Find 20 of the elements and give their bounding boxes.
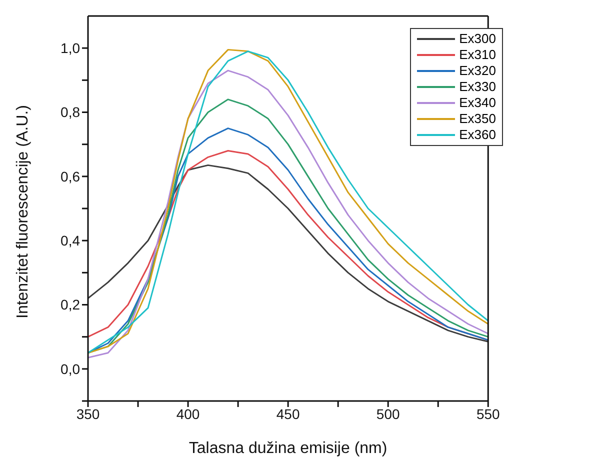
y-tick-label: 0,6: [60, 168, 80, 184]
legend-label: Ex350: [459, 111, 496, 127]
legend-label: Ex340: [459, 95, 496, 111]
legend-label: Ex310: [459, 47, 496, 63]
legend-label: Ex320: [459, 63, 496, 79]
x-tick-label: 400: [176, 406, 200, 422]
x-tick-label: 550: [476, 406, 500, 422]
legend-label: Ex360: [459, 127, 496, 143]
y-tick-label: 0,0: [60, 360, 80, 377]
x-axis-title: Talasna dužina emisije (nm): [188, 440, 388, 457]
x-tick-label: 500: [376, 406, 400, 422]
y-tick-label: 0,2: [60, 296, 80, 313]
x-tick-label: 350: [76, 406, 100, 422]
y-tick-label: 1,0: [60, 40, 80, 56]
y-tick-label: 0,8: [60, 104, 80, 120]
y-tick-label: 0,4: [60, 232, 80, 249]
x-tick-label: 450: [276, 406, 300, 422]
legend-label: Ex330: [459, 79, 496, 95]
y-axis-title: Intenzitet fluorescencije (A.U.): [14, 105, 32, 318]
legend-label: Ex300: [459, 31, 496, 47]
